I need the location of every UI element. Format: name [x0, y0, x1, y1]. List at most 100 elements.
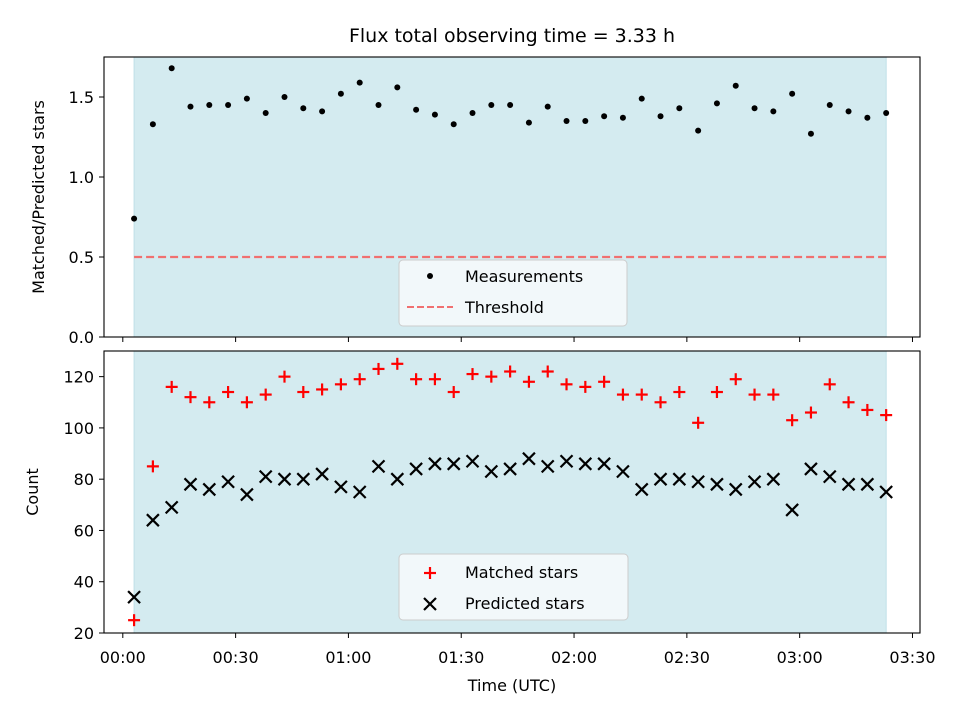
predicted-star-point: [127, 590, 141, 604]
matched-star-point: [654, 396, 667, 409]
measurement-point: [131, 215, 138, 222]
matched-star-point: [410, 373, 423, 386]
measurement-point: [262, 110, 269, 116]
predicted-star-point: [315, 467, 329, 481]
predicted-star-point: [728, 482, 743, 497]
matched-star-point: [466, 368, 479, 381]
measurement-point: [168, 65, 175, 72]
legend-plus-glyph: [424, 567, 436, 579]
measurement-point: [883, 110, 890, 116]
measurement-point: [732, 82, 739, 89]
matched-star-point: [146, 460, 159, 473]
predicted-star-point: [503, 462, 517, 476]
predicted-star-point: [578, 457, 593, 471]
bottom-y-tick-label: 80: [74, 470, 94, 489]
x-tick-label: 01:30: [438, 648, 484, 667]
measurement-point: [845, 108, 852, 115]
legend-predicted-marker: [423, 597, 437, 611]
legend-matched-marker: [424, 567, 436, 579]
matched-star-point: [428, 373, 441, 386]
predicted-star-point: [860, 477, 875, 492]
measurement-point: [807, 130, 814, 137]
measurement-point: [225, 102, 232, 108]
measurement-point: [413, 106, 420, 113]
predicted-star-point: [691, 474, 705, 489]
matched-star-point: [391, 357, 404, 370]
top-legend-box: [398, 259, 628, 327]
predicted-star-point: [446, 457, 461, 471]
matched-star-point: [748, 388, 761, 401]
legend-measurements-label: Measurements: [465, 267, 583, 286]
predicted-star-point: [240, 487, 254, 502]
top-y-tick-label: 1.5: [69, 88, 94, 107]
matched-star-point: [203, 396, 216, 409]
top-panel: 0.0 0.5 1.0 1.5 Matched/Predicted stars Mea…: [29, 56, 921, 347]
measurement-point: [619, 114, 626, 121]
predicted-star-point: [465, 454, 480, 469]
predicted-star-point: [296, 472, 311, 486]
measurement-point: [319, 108, 326, 115]
predicted-star-point: [597, 457, 611, 471]
x-tick-label: 02:30: [664, 648, 710, 667]
matched-star-point: [710, 386, 723, 399]
matched-star-point: [842, 396, 855, 409]
predicted-star-point: [484, 464, 499, 479]
matched-star-point: [259, 388, 272, 401]
legend-matched-label: Matched stars: [465, 563, 578, 582]
x-tick-label: 02:00: [551, 648, 597, 667]
predicted-star-point: [428, 457, 442, 471]
predicted-star-point: [334, 480, 348, 494]
matched-star-point: [240, 396, 253, 409]
bottom-legend: Matched stars Predicted stars: [398, 553, 629, 621]
x-axis-label: Time (UTC): [467, 676, 556, 695]
x-tick-label: 00:30: [213, 648, 259, 667]
matched-star-point: [579, 380, 592, 393]
measurement-point: [431, 111, 438, 118]
top-y-tick-label: 0.0: [69, 328, 94, 347]
matched-star-point: [447, 386, 460, 399]
measurement-point: [507, 102, 514, 108]
matched-star-point: [278, 370, 291, 383]
measurement-point: [206, 102, 213, 108]
legend-predicted-label: Predicted stars: [465, 594, 585, 613]
matched-star-point: [673, 386, 686, 399]
predicted-star-point: [634, 482, 649, 497]
matched-star-point: [880, 409, 893, 422]
predicted-star-point: [766, 472, 781, 486]
chart-title: Flux total observing time = 3.33 h: [349, 25, 675, 47]
predicted-star-point: [352, 485, 367, 499]
predicted-star-point: [710, 477, 724, 492]
predicted-star-point: [804, 462, 818, 476]
matched-star-point: [372, 362, 385, 375]
matched-star-point: [334, 378, 347, 391]
predicted-star-point: [540, 459, 555, 474]
matched-star-point: [504, 365, 517, 378]
matched-star-point: [297, 386, 310, 399]
measurement-point: [789, 90, 796, 97]
matched-star-point: [861, 403, 874, 416]
measurement-point: [695, 127, 702, 134]
measurement-point: [582, 118, 589, 124]
matched-star-point: [786, 414, 799, 427]
top-plot-frame: [103, 56, 921, 338]
matched-star-point: [616, 388, 629, 401]
predicted-star-point: [672, 472, 687, 486]
predicted-star-point: [202, 482, 217, 497]
measurement-point: [657, 113, 664, 120]
predicted-star-point: [183, 477, 198, 492]
predicted-star-point: [559, 454, 574, 469]
predicted-star-point: [653, 472, 668, 486]
matched-star-point: [222, 386, 235, 399]
measurement-point: [601, 113, 608, 120]
matched-star-point: [823, 378, 836, 391]
matched-star-point: [485, 370, 498, 383]
x-tick-label: 03:30: [889, 648, 935, 667]
top-y-tick-label: 1.0: [69, 168, 94, 187]
matched-star-point: [560, 378, 573, 391]
predicted-star-point: [822, 469, 837, 484]
predicted-star-point: [164, 500, 179, 515]
matched-star-point: [353, 373, 366, 386]
measurement-point: [525, 119, 532, 126]
predicted-star-point: [785, 503, 799, 517]
